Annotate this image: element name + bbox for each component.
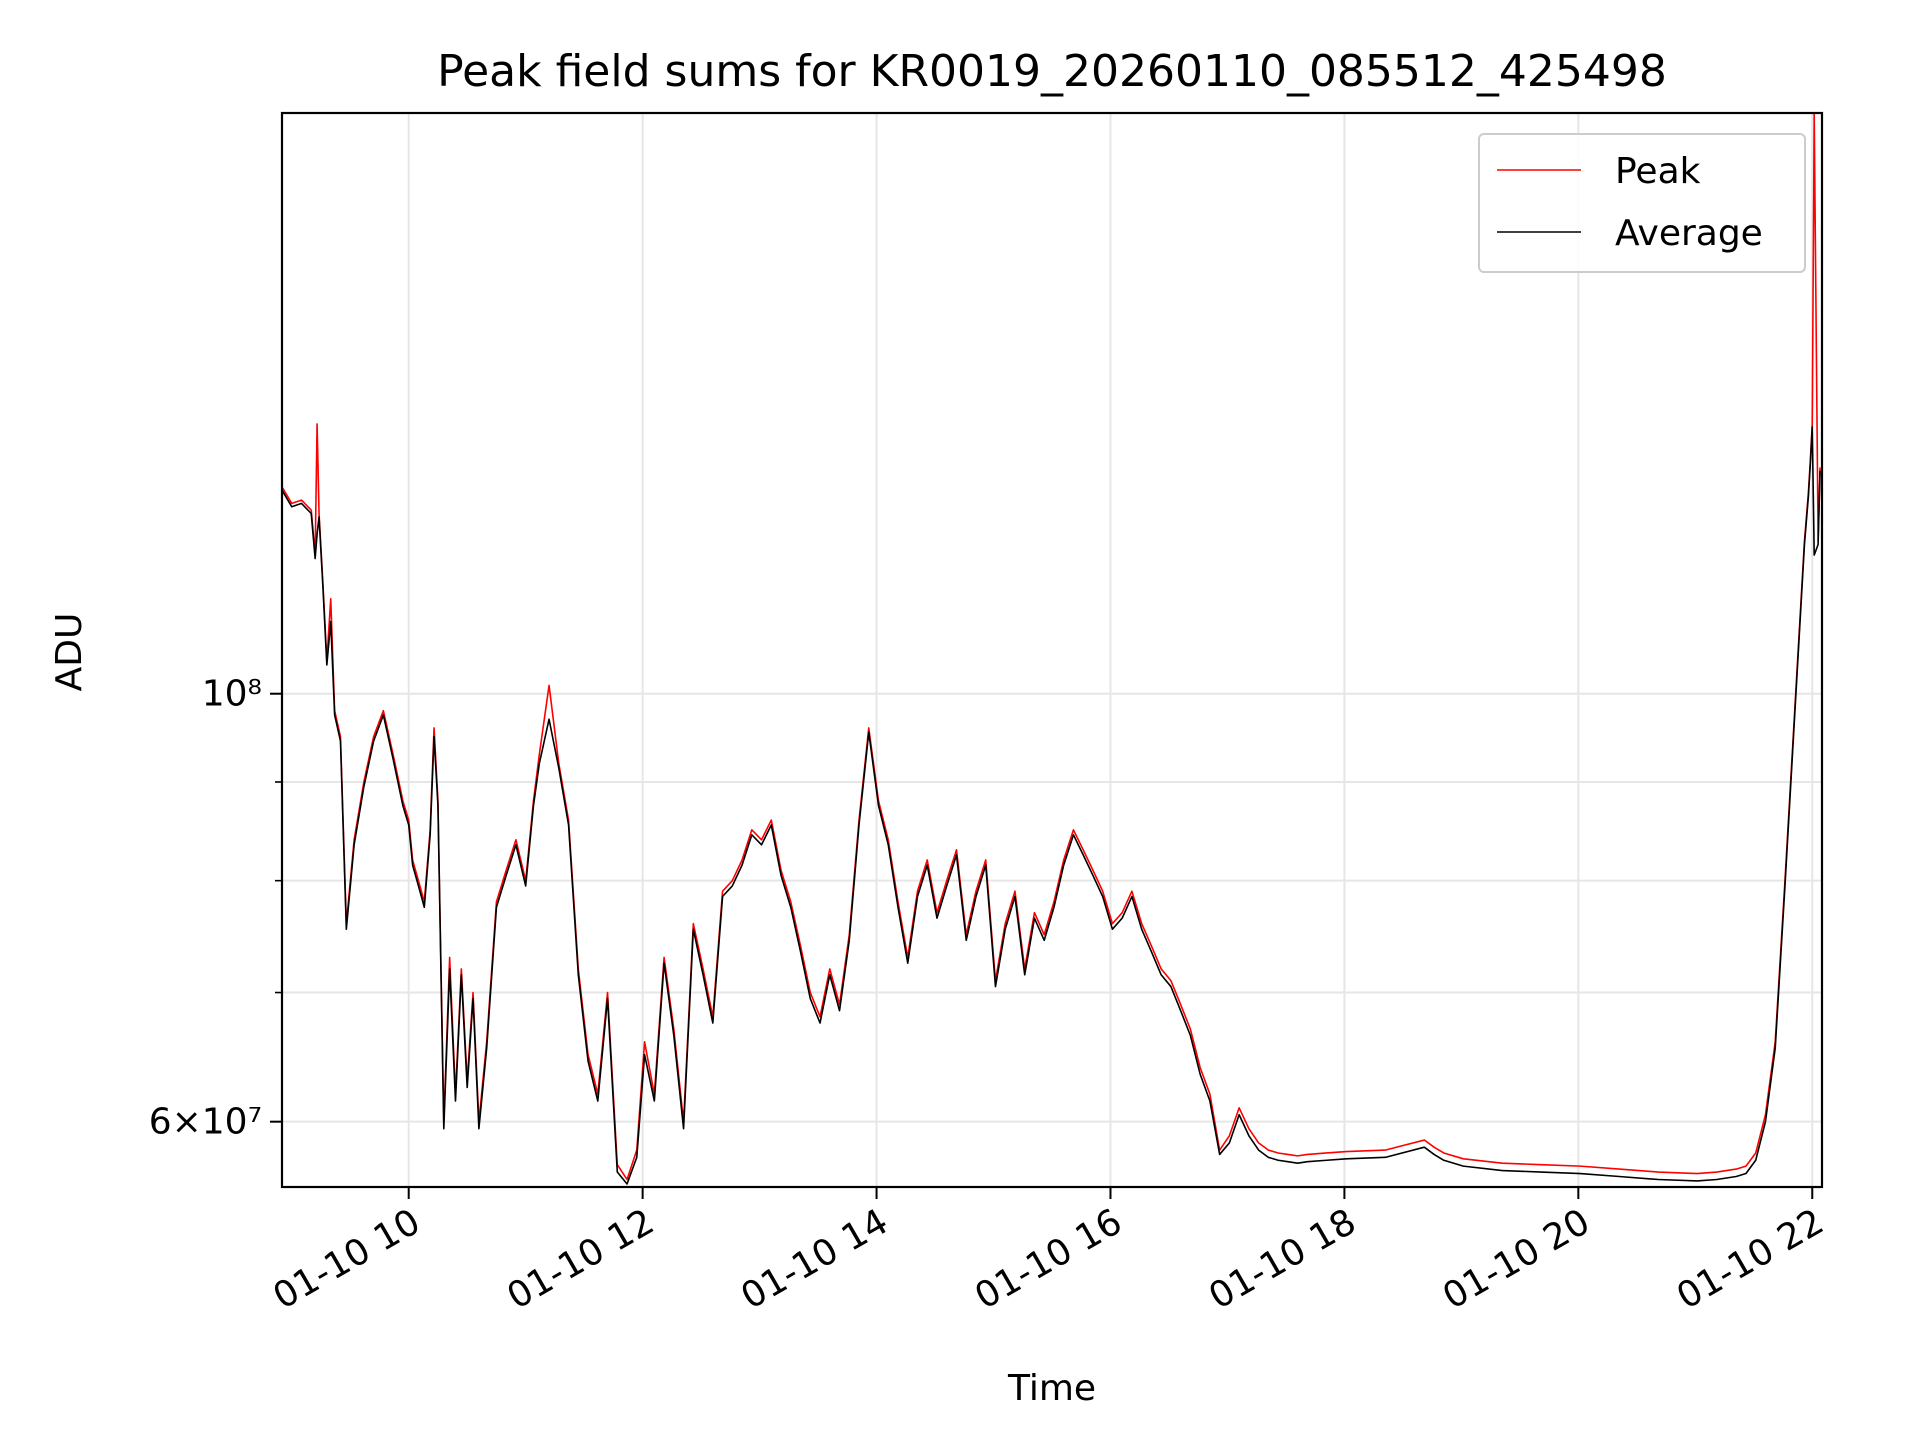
legend: Peak Average [1478,133,1806,273]
legend-label-peak: Peak [1615,151,1701,192]
chart-title: Peak field sums for KR0019_20260110_0855… [437,46,1667,97]
series-line-average [282,426,1821,1185]
y-axis-label: ADU [49,613,90,692]
series-lines [282,113,1821,1185]
legend-label-average: Average [1615,213,1763,254]
y-tick-label: 10⁸ [202,674,262,715]
y-tick-label: 6×10⁷ [149,1102,262,1143]
x-axis-label: Time [1007,1368,1096,1409]
grid-lines [282,113,1822,1187]
plot-area-frame [280,111,1824,1189]
legend-box [1478,133,1806,273]
